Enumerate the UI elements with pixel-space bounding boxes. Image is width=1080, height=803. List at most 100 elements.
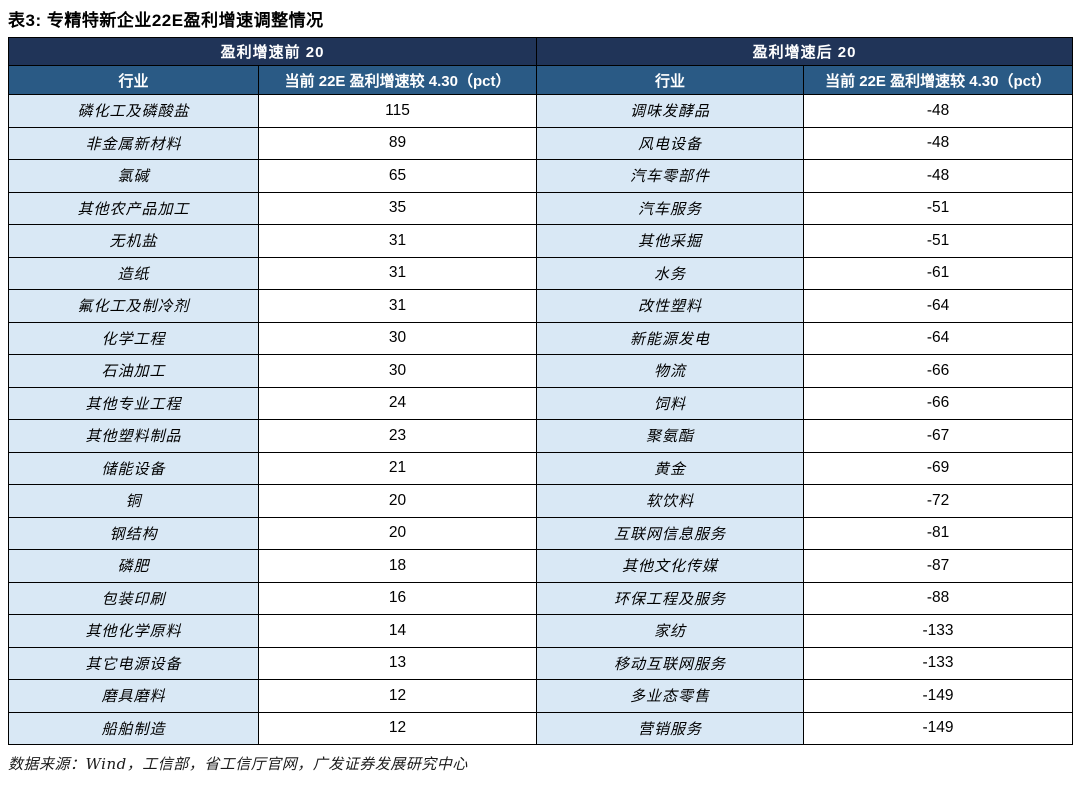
industry-cell-right: 饲料 bbox=[536, 386, 805, 420]
value-cell-right: -66 bbox=[803, 386, 1074, 420]
industry-cell-right: 汽车服务 bbox=[536, 191, 805, 225]
industry-cell-right: 改性塑料 bbox=[536, 289, 805, 323]
value-cell-left: 115 bbox=[257, 94, 538, 128]
table-row: 磷化工及磷酸盐 115 调味发酵品 -48 bbox=[8, 94, 1074, 128]
table-row: 非金属新材料 89 风电设备 -48 bbox=[8, 126, 1074, 160]
group-header-top20: 盈利增速前 20 bbox=[7, 37, 538, 66]
table-row: 其它电源设备 13 移动互联网服务 -133 bbox=[8, 646, 1074, 680]
industry-cell-left: 石油加工 bbox=[8, 354, 259, 388]
industry-cell-right: 汽车零部件 bbox=[536, 159, 805, 193]
value-cell-left: 21 bbox=[257, 451, 538, 485]
value-cell-right: -133 bbox=[803, 614, 1074, 648]
industry-cell-left: 钢结构 bbox=[8, 516, 259, 550]
industry-cell-left: 磨具磨料 bbox=[8, 679, 259, 713]
industry-cell-right: 其他采掘 bbox=[536, 224, 805, 258]
value-cell-left: 14 bbox=[257, 614, 538, 648]
table-row: 氟化工及制冷剂 31 改性塑料 -64 bbox=[8, 289, 1074, 323]
value-cell-left: 16 bbox=[257, 581, 538, 615]
column-header-industry-left: 行业 bbox=[8, 65, 259, 95]
table-row: 磨具磨料 12 多业态零售 -149 bbox=[8, 679, 1074, 713]
table-title: 表3: 专精特新企业22E盈利增速调整情况 bbox=[8, 11, 324, 30]
industry-cell-right: 新能源发电 bbox=[536, 321, 805, 355]
value-cell-left: 30 bbox=[257, 354, 538, 388]
table-row: 其他塑料制品 23 聚氨酯 -67 bbox=[8, 419, 1074, 453]
industry-cell-left: 磷化工及磷酸盐 bbox=[8, 94, 259, 128]
value-cell-right: -61 bbox=[803, 256, 1074, 290]
industry-cell-right: 家纺 bbox=[536, 614, 805, 648]
industry-cell-right: 互联网信息服务 bbox=[536, 516, 805, 550]
industry-cell-right: 营销服务 bbox=[536, 711, 805, 745]
value-cell-left: 23 bbox=[257, 419, 538, 453]
table-row: 船舶制造 12 营销服务 -149 bbox=[8, 711, 1074, 745]
column-header-value-left: 当前 22E 盈利增速较 4.30（pct） bbox=[257, 65, 538, 95]
industry-cell-right: 聚氨酯 bbox=[536, 419, 805, 453]
value-cell-right: -81 bbox=[803, 516, 1074, 550]
value-cell-left: 65 bbox=[257, 159, 538, 193]
group-header-bottom20: 盈利增速后 20 bbox=[536, 37, 1074, 66]
table-row: 储能设备 21 黄金 -69 bbox=[8, 451, 1074, 485]
table-row: 其他农产品加工 35 汽车服务 -51 bbox=[8, 191, 1074, 225]
value-cell-left: 12 bbox=[257, 711, 538, 745]
table-row: 其他化学原料 14 家纺 -133 bbox=[8, 614, 1074, 648]
table-row: 钢结构 20 互联网信息服务 -81 bbox=[8, 516, 1074, 550]
column-header-value-right: 当前 22E 盈利增速较 4.30（pct） bbox=[803, 65, 1074, 95]
value-cell-right: -48 bbox=[803, 94, 1074, 128]
industry-cell-left: 造纸 bbox=[8, 256, 259, 290]
table-row: 化学工程 30 新能源发电 -64 bbox=[8, 321, 1074, 355]
industry-cell-right: 风电设备 bbox=[536, 126, 805, 160]
table-row: 石油加工 30 物流 -66 bbox=[8, 354, 1074, 388]
industry-cell-right: 物流 bbox=[536, 354, 805, 388]
industry-cell-left: 无机盐 bbox=[8, 224, 259, 258]
value-cell-right: -64 bbox=[803, 289, 1074, 323]
industry-cell-right: 水务 bbox=[536, 256, 805, 290]
table-row: 无机盐 31 其他采掘 -51 bbox=[8, 224, 1074, 258]
value-cell-left: 20 bbox=[257, 516, 538, 550]
data-source-note: 数据来源：Wind，工信部，省工信厅官网，广发证券发展研究中心 bbox=[8, 755, 468, 773]
industry-cell-left: 包装印刷 bbox=[8, 581, 259, 615]
value-cell-left: 13 bbox=[257, 646, 538, 680]
value-cell-left: 30 bbox=[257, 321, 538, 355]
value-cell-right: -87 bbox=[803, 549, 1074, 583]
value-cell-right: -88 bbox=[803, 581, 1074, 615]
industry-cell-left: 其它电源设备 bbox=[8, 646, 259, 680]
value-cell-left: 35 bbox=[257, 191, 538, 225]
value-cell-right: -69 bbox=[803, 451, 1074, 485]
value-cell-right: -67 bbox=[803, 419, 1074, 453]
value-cell-right: -51 bbox=[803, 224, 1074, 258]
value-cell-right: -48 bbox=[803, 159, 1074, 193]
industry-cell-left: 氯碱 bbox=[8, 159, 259, 193]
value-cell-right: -66 bbox=[803, 354, 1074, 388]
value-cell-left: 31 bbox=[257, 224, 538, 258]
table-row: 铜 20 软饮料 -72 bbox=[8, 484, 1074, 518]
group-header-row: 盈利增速前 20 盈利增速后 20 bbox=[7, 37, 1074, 66]
value-cell-right: -48 bbox=[803, 126, 1074, 160]
value-cell-right: -72 bbox=[803, 484, 1074, 518]
industry-cell-left: 其他塑料制品 bbox=[8, 419, 259, 453]
column-header-row: 行业 当前 22E 盈利增速较 4.30（pct） 行业 当前 22E 盈利增速… bbox=[8, 65, 1074, 95]
profit-growth-adjustment-table: 盈利增速前 20 盈利增速后 20 行业 当前 22E 盈利增速较 4.30（p… bbox=[7, 37, 1074, 745]
table-row: 其他专业工程 24 饲料 -66 bbox=[8, 386, 1074, 420]
industry-cell-left: 其他专业工程 bbox=[8, 386, 259, 420]
value-cell-left: 24 bbox=[257, 386, 538, 420]
value-cell-right: -51 bbox=[803, 191, 1074, 225]
industry-cell-right: 调味发酵品 bbox=[536, 94, 805, 128]
value-cell-left: 89 bbox=[257, 126, 538, 160]
industry-cell-left: 储能设备 bbox=[8, 451, 259, 485]
industry-cell-left: 船舶制造 bbox=[8, 711, 259, 745]
industry-cell-left: 化学工程 bbox=[8, 321, 259, 355]
industry-cell-left: 磷肥 bbox=[8, 549, 259, 583]
table-row: 包装印刷 16 环保工程及服务 -88 bbox=[8, 581, 1074, 615]
table-row: 氯碱 65 汽车零部件 -48 bbox=[8, 159, 1074, 193]
value-cell-left: 18 bbox=[257, 549, 538, 583]
value-cell-left: 31 bbox=[257, 289, 538, 323]
industry-cell-left: 铜 bbox=[8, 484, 259, 518]
value-cell-left: 20 bbox=[257, 484, 538, 518]
value-cell-right: -64 bbox=[803, 321, 1074, 355]
industry-cell-right: 黄金 bbox=[536, 451, 805, 485]
table-row: 造纸 31 水务 -61 bbox=[8, 256, 1074, 290]
industry-cell-left: 其他农产品加工 bbox=[8, 191, 259, 225]
value-cell-right: -149 bbox=[803, 679, 1074, 713]
industry-cell-right: 移动互联网服务 bbox=[536, 646, 805, 680]
industry-cell-left: 氟化工及制冷剂 bbox=[8, 289, 259, 323]
industry-cell-right: 其他文化传媒 bbox=[536, 549, 805, 583]
